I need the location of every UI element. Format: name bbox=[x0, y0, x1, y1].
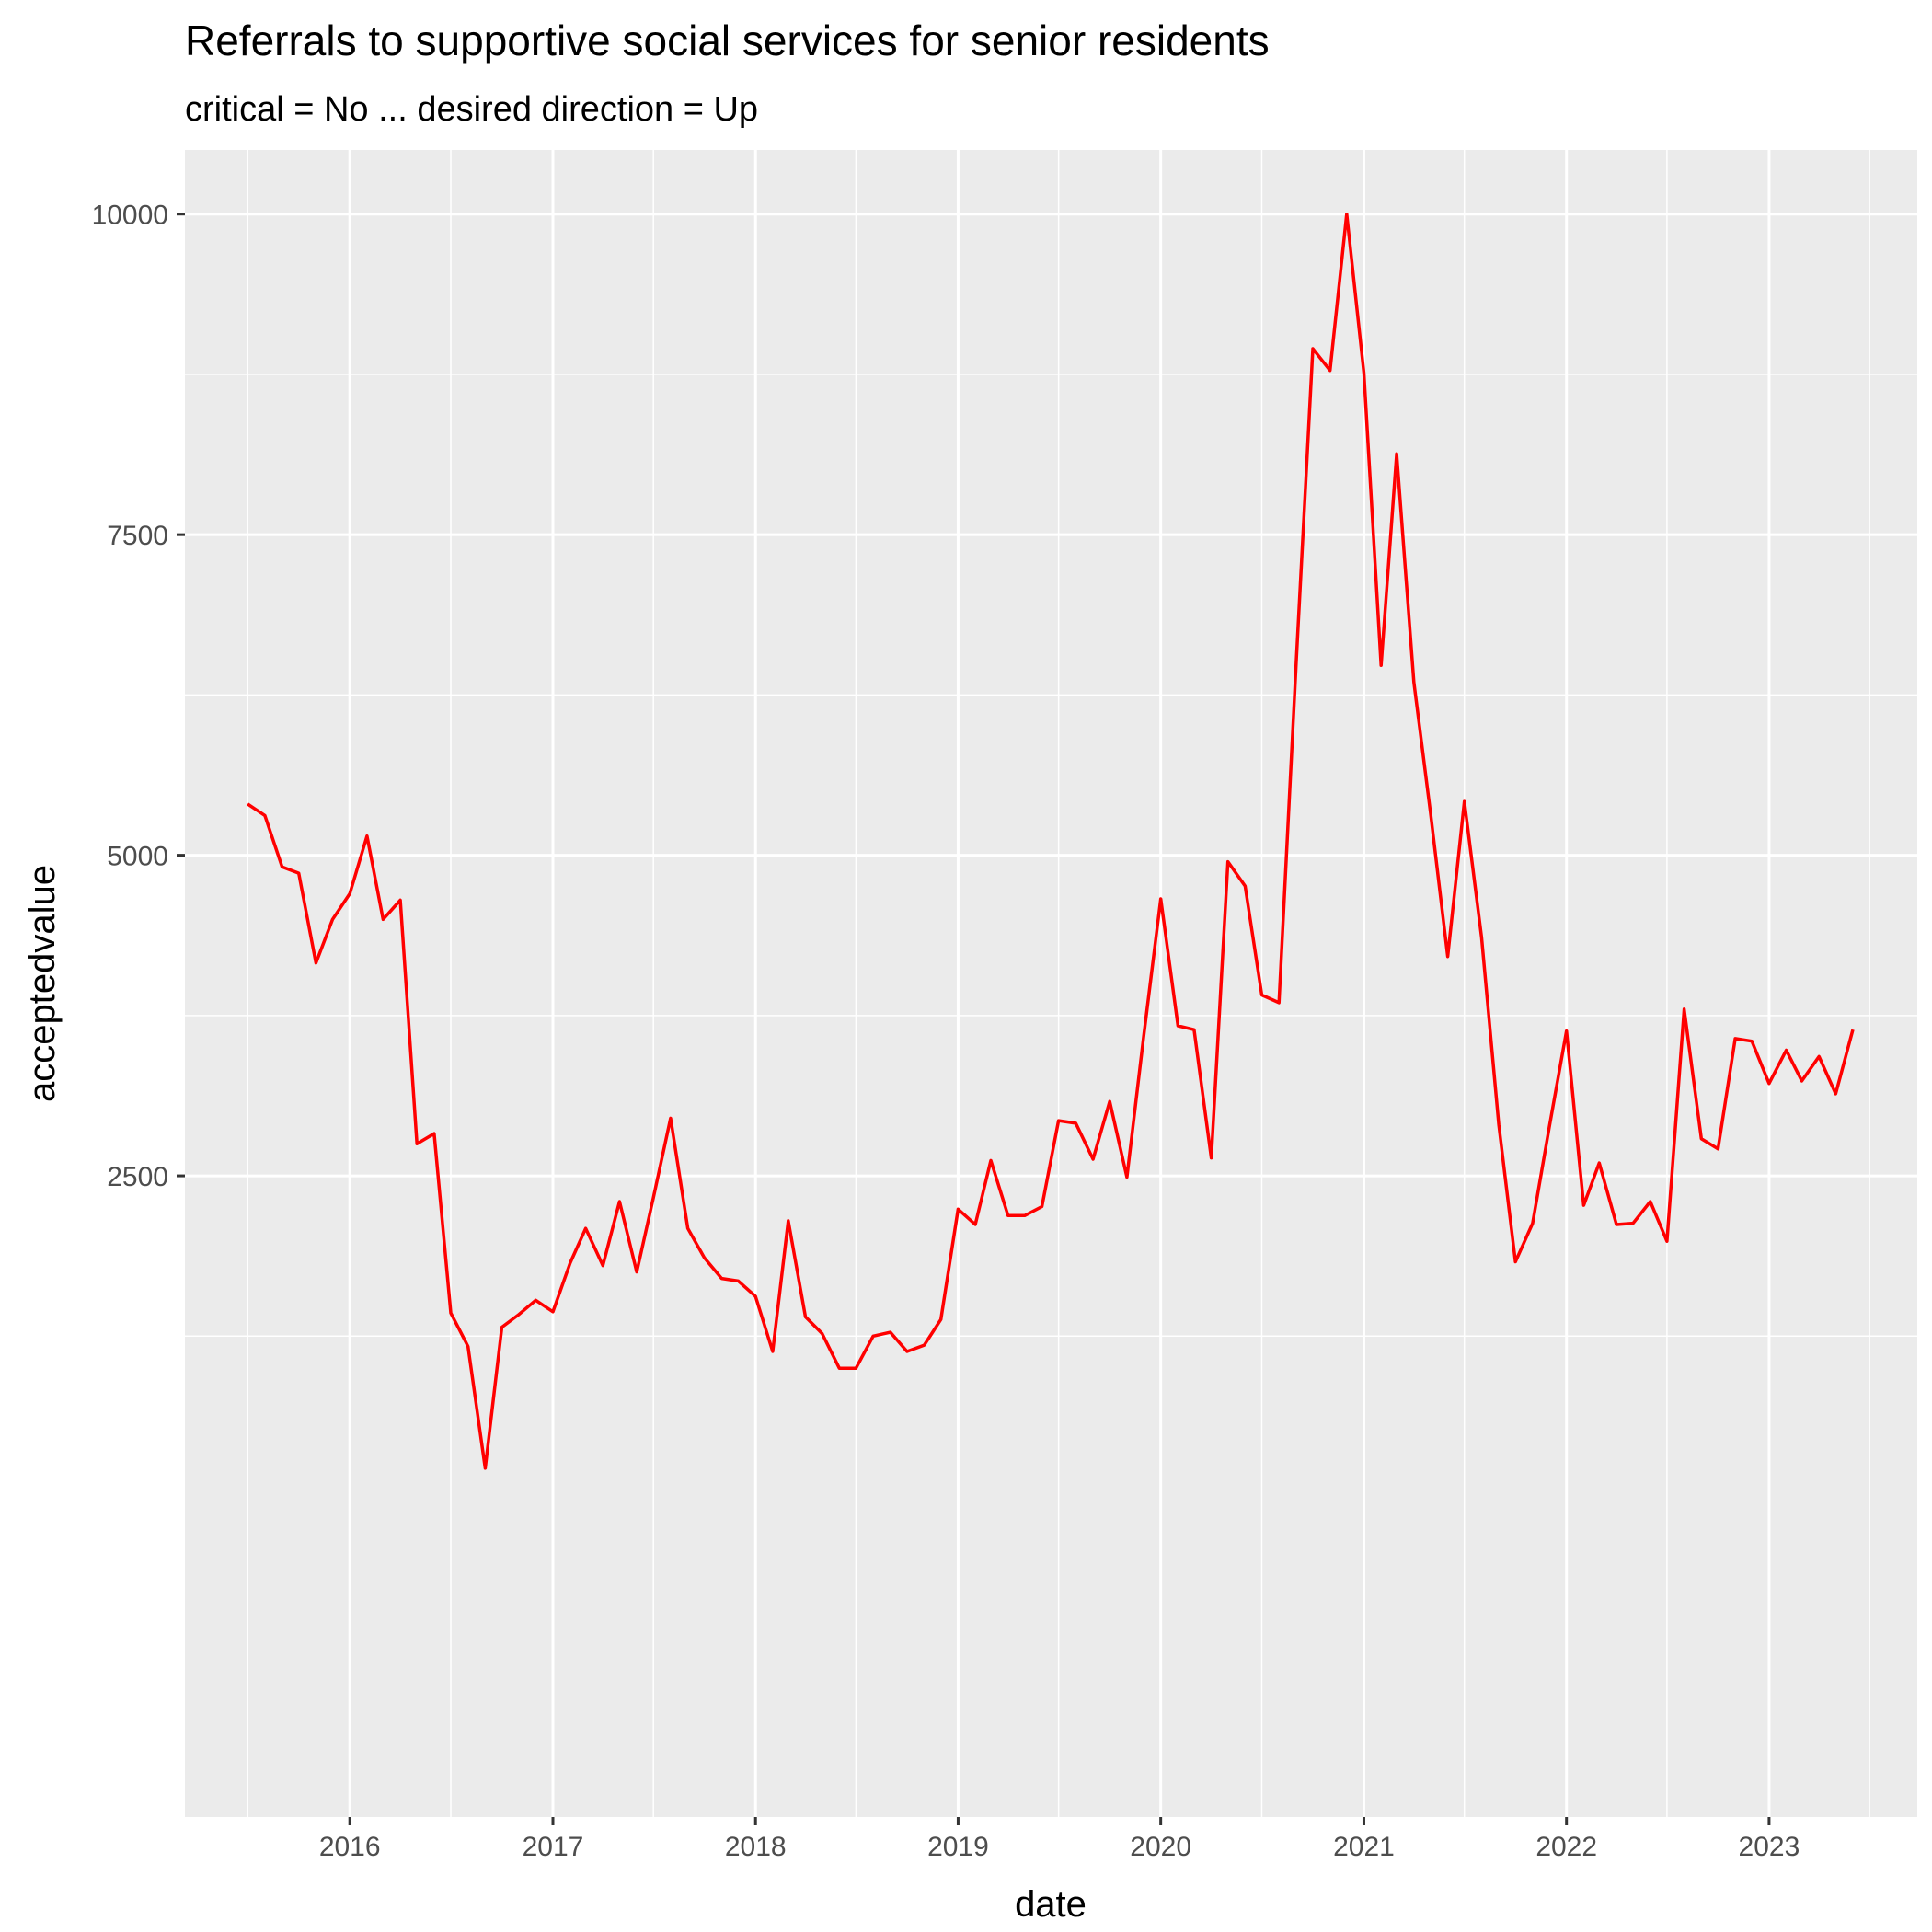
y-tick-label: 7500 bbox=[107, 521, 168, 551]
y-tick-label: 2500 bbox=[107, 1162, 168, 1192]
grid-major bbox=[185, 150, 1917, 1817]
y-tick-label: 5000 bbox=[107, 842, 168, 872]
x-tick-label: 2016 bbox=[319, 1832, 381, 1862]
x-tick-label: 2021 bbox=[1333, 1832, 1395, 1862]
x-tick-label: 2017 bbox=[523, 1832, 584, 1862]
x-axis-title: date bbox=[1015, 1884, 1087, 1925]
x-tick-label: 2018 bbox=[725, 1832, 787, 1862]
chart-title: Referrals to supportive social services … bbox=[185, 17, 1270, 64]
y-tick-label: 10000 bbox=[92, 201, 168, 231]
x-tick-label: 2023 bbox=[1739, 1832, 1800, 1862]
plot-panel bbox=[185, 150, 1917, 1817]
y-axis-title: acceptedvalue bbox=[22, 865, 63, 1102]
x-tick-label: 2022 bbox=[1535, 1832, 1597, 1862]
series-layer bbox=[247, 212, 1855, 1470]
y-axis: 2500 5000 7500 10000 bbox=[92, 201, 185, 1192]
x-tick-label: 2020 bbox=[1130, 1832, 1191, 1862]
x-axis: 2016 2017 2018 2019 2020 2021 2022 2023 bbox=[319, 1817, 1800, 1862]
series-line bbox=[247, 212, 1855, 1470]
chart-subtitle: critical = No ... desired direction = Up bbox=[185, 90, 758, 129]
x-tick-label: 2019 bbox=[927, 1832, 989, 1862]
grid-minor bbox=[185, 150, 1917, 1817]
